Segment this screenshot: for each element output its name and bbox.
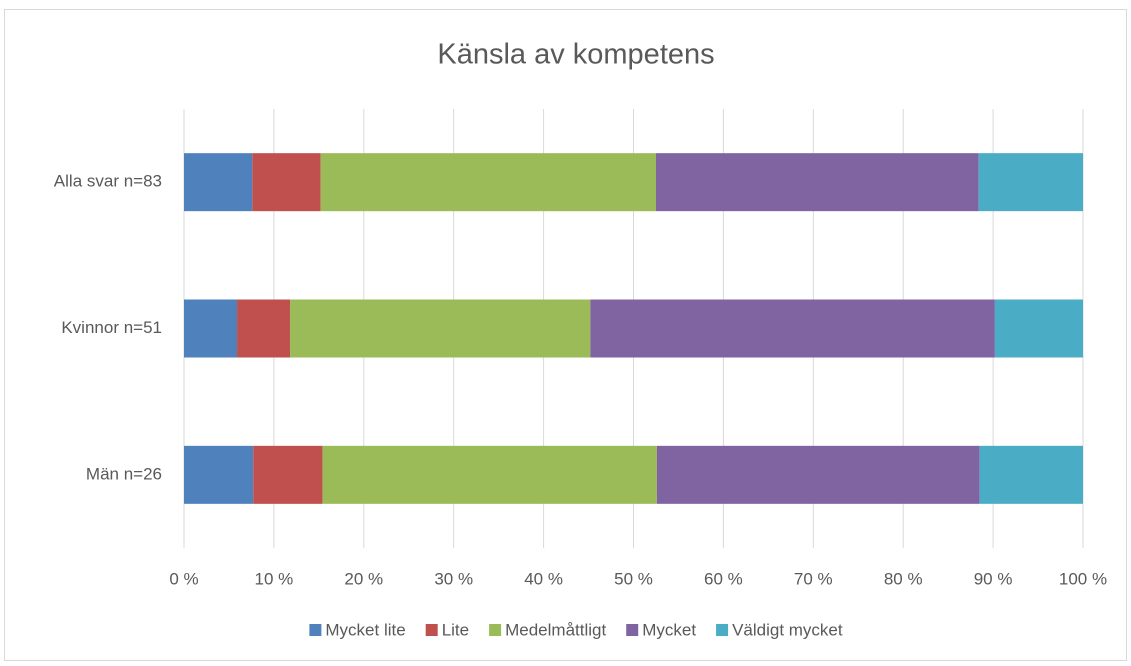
y-tick-label: Alla svar n=83 (54, 172, 162, 191)
x-tick-label: 90 % (974, 569, 1013, 588)
x-tick-label: 50 % (614, 569, 653, 588)
x-tick-label: 70 % (794, 569, 833, 588)
bar-segment (979, 445, 1083, 504)
x-tick-label: 80 % (884, 569, 923, 588)
y-tick-label: Kvinnor n=51 (61, 318, 162, 337)
x-tick-label: 100 % (1059, 569, 1107, 588)
legend-swatch (716, 624, 729, 636)
legend-swatch (626, 624, 639, 636)
x-tick-label: 20 % (344, 569, 383, 588)
bar-segment (184, 445, 254, 504)
x-tick-label: 40 % (524, 569, 563, 588)
legend-swatch (425, 624, 438, 636)
bar-segment (322, 445, 657, 504)
x-tick-label: 10 % (255, 569, 294, 588)
bar-segment (656, 445, 980, 504)
bar-segment (184, 299, 238, 358)
legend-label: Lite (442, 620, 469, 639)
legend-label: Mycket (642, 620, 696, 639)
chart-title: Känsla av kompetens (437, 39, 714, 71)
bar-segment (252, 153, 321, 212)
bar-segment (184, 153, 253, 212)
legend-swatch (489, 624, 502, 636)
bar-segment (290, 299, 591, 358)
legend-label: Medelmåttligt (505, 620, 606, 639)
bar-segment (253, 445, 323, 504)
legend-label: Mycket lite (325, 620, 405, 639)
legend-label: Väldigt mycket (732, 620, 843, 639)
bar-segment (655, 153, 979, 212)
bar-segment (590, 299, 995, 358)
bar-segment (994, 299, 1083, 358)
y-tick-label: Män n=26 (86, 464, 162, 483)
bar-segment (237, 299, 291, 358)
legend-swatch (309, 624, 322, 636)
bar-segment (320, 153, 656, 212)
x-tick-label: 0 % (169, 569, 198, 588)
x-tick-label: 30 % (434, 569, 473, 588)
bar-segment (978, 153, 1083, 212)
x-tick-label: 60 % (704, 569, 743, 588)
